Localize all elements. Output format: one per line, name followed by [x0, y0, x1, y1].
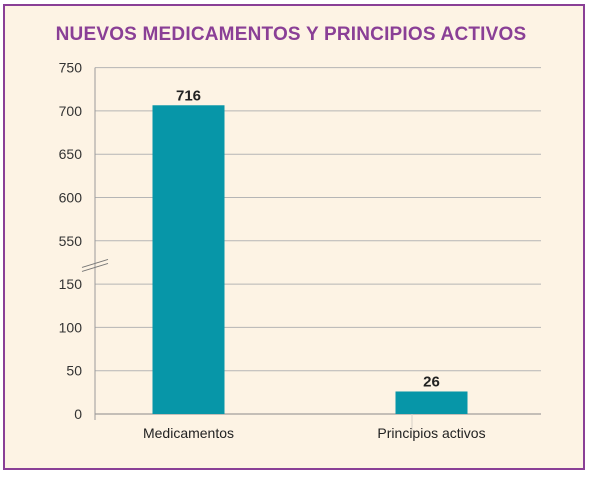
y-tick-label: 650 [59, 146, 83, 162]
x-category-label: Medicamentos [143, 425, 234, 441]
y-tick-label: 0 [74, 406, 82, 422]
chart-title: NUEVOS MEDICAMENTOS Y PRINCIPIOS ACTIVOS [55, 24, 527, 45]
bar-2 [395, 391, 468, 414]
axis-break-mark [81, 262, 109, 272]
y-tick-label: 700 [59, 103, 83, 119]
bar-1 [152, 105, 225, 415]
data-label: 26 [423, 373, 440, 390]
axis-break-mark [81, 258, 109, 268]
y-tick-label: 100 [59, 319, 83, 335]
y-tick-label: 750 [59, 60, 83, 76]
y-tick-label: 50 [66, 363, 82, 379]
x-category-label: Principios activos [377, 425, 485, 441]
y-tick-label: 550 [59, 233, 83, 249]
y-tick-label: 600 [59, 190, 83, 206]
chart-panel [3, 4, 585, 470]
data-label: 716 [176, 87, 201, 104]
y-tick-label: 150 [59, 276, 83, 292]
